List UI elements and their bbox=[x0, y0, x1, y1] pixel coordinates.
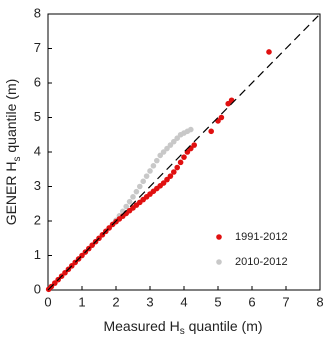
x-label-rest: quantile (m) bbox=[185, 318, 263, 334]
point bbox=[89, 242, 95, 248]
point bbox=[167, 173, 174, 179]
point bbox=[123, 203, 129, 210]
x-label-sub: s bbox=[180, 326, 185, 337]
legend-label: 2010-2012 bbox=[235, 256, 288, 268]
x-tick-label: 5 bbox=[214, 294, 221, 309]
point bbox=[174, 135, 180, 141]
y-tick-label: 3 bbox=[34, 178, 41, 193]
y-tick-label: 0 bbox=[34, 281, 41, 296]
point bbox=[266, 49, 272, 55]
x-tick-label: 4 bbox=[180, 294, 187, 309]
point bbox=[225, 100, 231, 107]
point bbox=[160, 149, 167, 155]
point bbox=[147, 168, 153, 174]
legend-marker bbox=[216, 234, 222, 240]
y-tick-label: 2 bbox=[34, 212, 41, 227]
point bbox=[143, 173, 150, 179]
point bbox=[167, 142, 174, 148]
y-tick-label: 8 bbox=[34, 5, 41, 20]
point bbox=[160, 180, 167, 186]
x-axis-label: Measured Hs quantile (m) bbox=[103, 318, 262, 337]
point bbox=[191, 142, 197, 148]
point bbox=[171, 169, 177, 175]
point bbox=[126, 198, 133, 205]
legend-marker bbox=[216, 259, 222, 265]
x-tick-label: 0 bbox=[44, 294, 51, 309]
point bbox=[157, 152, 163, 159]
y-tick-label: 7 bbox=[34, 40, 41, 55]
point bbox=[181, 154, 187, 160]
point bbox=[218, 114, 225, 121]
point bbox=[188, 126, 194, 133]
y-label-rest: quantile (m) bbox=[3, 79, 19, 157]
y-label-main: GENER H bbox=[3, 162, 19, 226]
y-axis-label: GENER Hs quantile (m) bbox=[3, 79, 23, 226]
x-tick-label: 2 bbox=[112, 294, 119, 309]
x-tick-label: 1 bbox=[78, 294, 85, 309]
point bbox=[137, 183, 143, 190]
y-tick-label: 5 bbox=[34, 109, 41, 124]
point bbox=[133, 188, 140, 195]
y-tick-label: 6 bbox=[34, 74, 41, 89]
x-tick-label: 8 bbox=[316, 294, 323, 309]
point bbox=[174, 164, 180, 171]
point bbox=[150, 163, 157, 169]
y-tick-label: 1 bbox=[34, 247, 41, 262]
point bbox=[154, 157, 160, 164]
point bbox=[164, 145, 170, 152]
point bbox=[130, 194, 136, 200]
point bbox=[208, 128, 214, 135]
point bbox=[140, 178, 146, 185]
x-tick-label: 3 bbox=[146, 294, 153, 309]
x-tick-label: 7 bbox=[282, 294, 289, 309]
point bbox=[171, 138, 177, 145]
point bbox=[164, 176, 170, 183]
y-tick-label: 4 bbox=[34, 143, 41, 158]
point bbox=[177, 159, 184, 166]
x-label-main: Measured H bbox=[103, 318, 179, 334]
x-tick-label: 6 bbox=[248, 294, 255, 309]
y-label-sub: s bbox=[12, 157, 23, 162]
legend-label: 1991-2012 bbox=[235, 231, 288, 243]
